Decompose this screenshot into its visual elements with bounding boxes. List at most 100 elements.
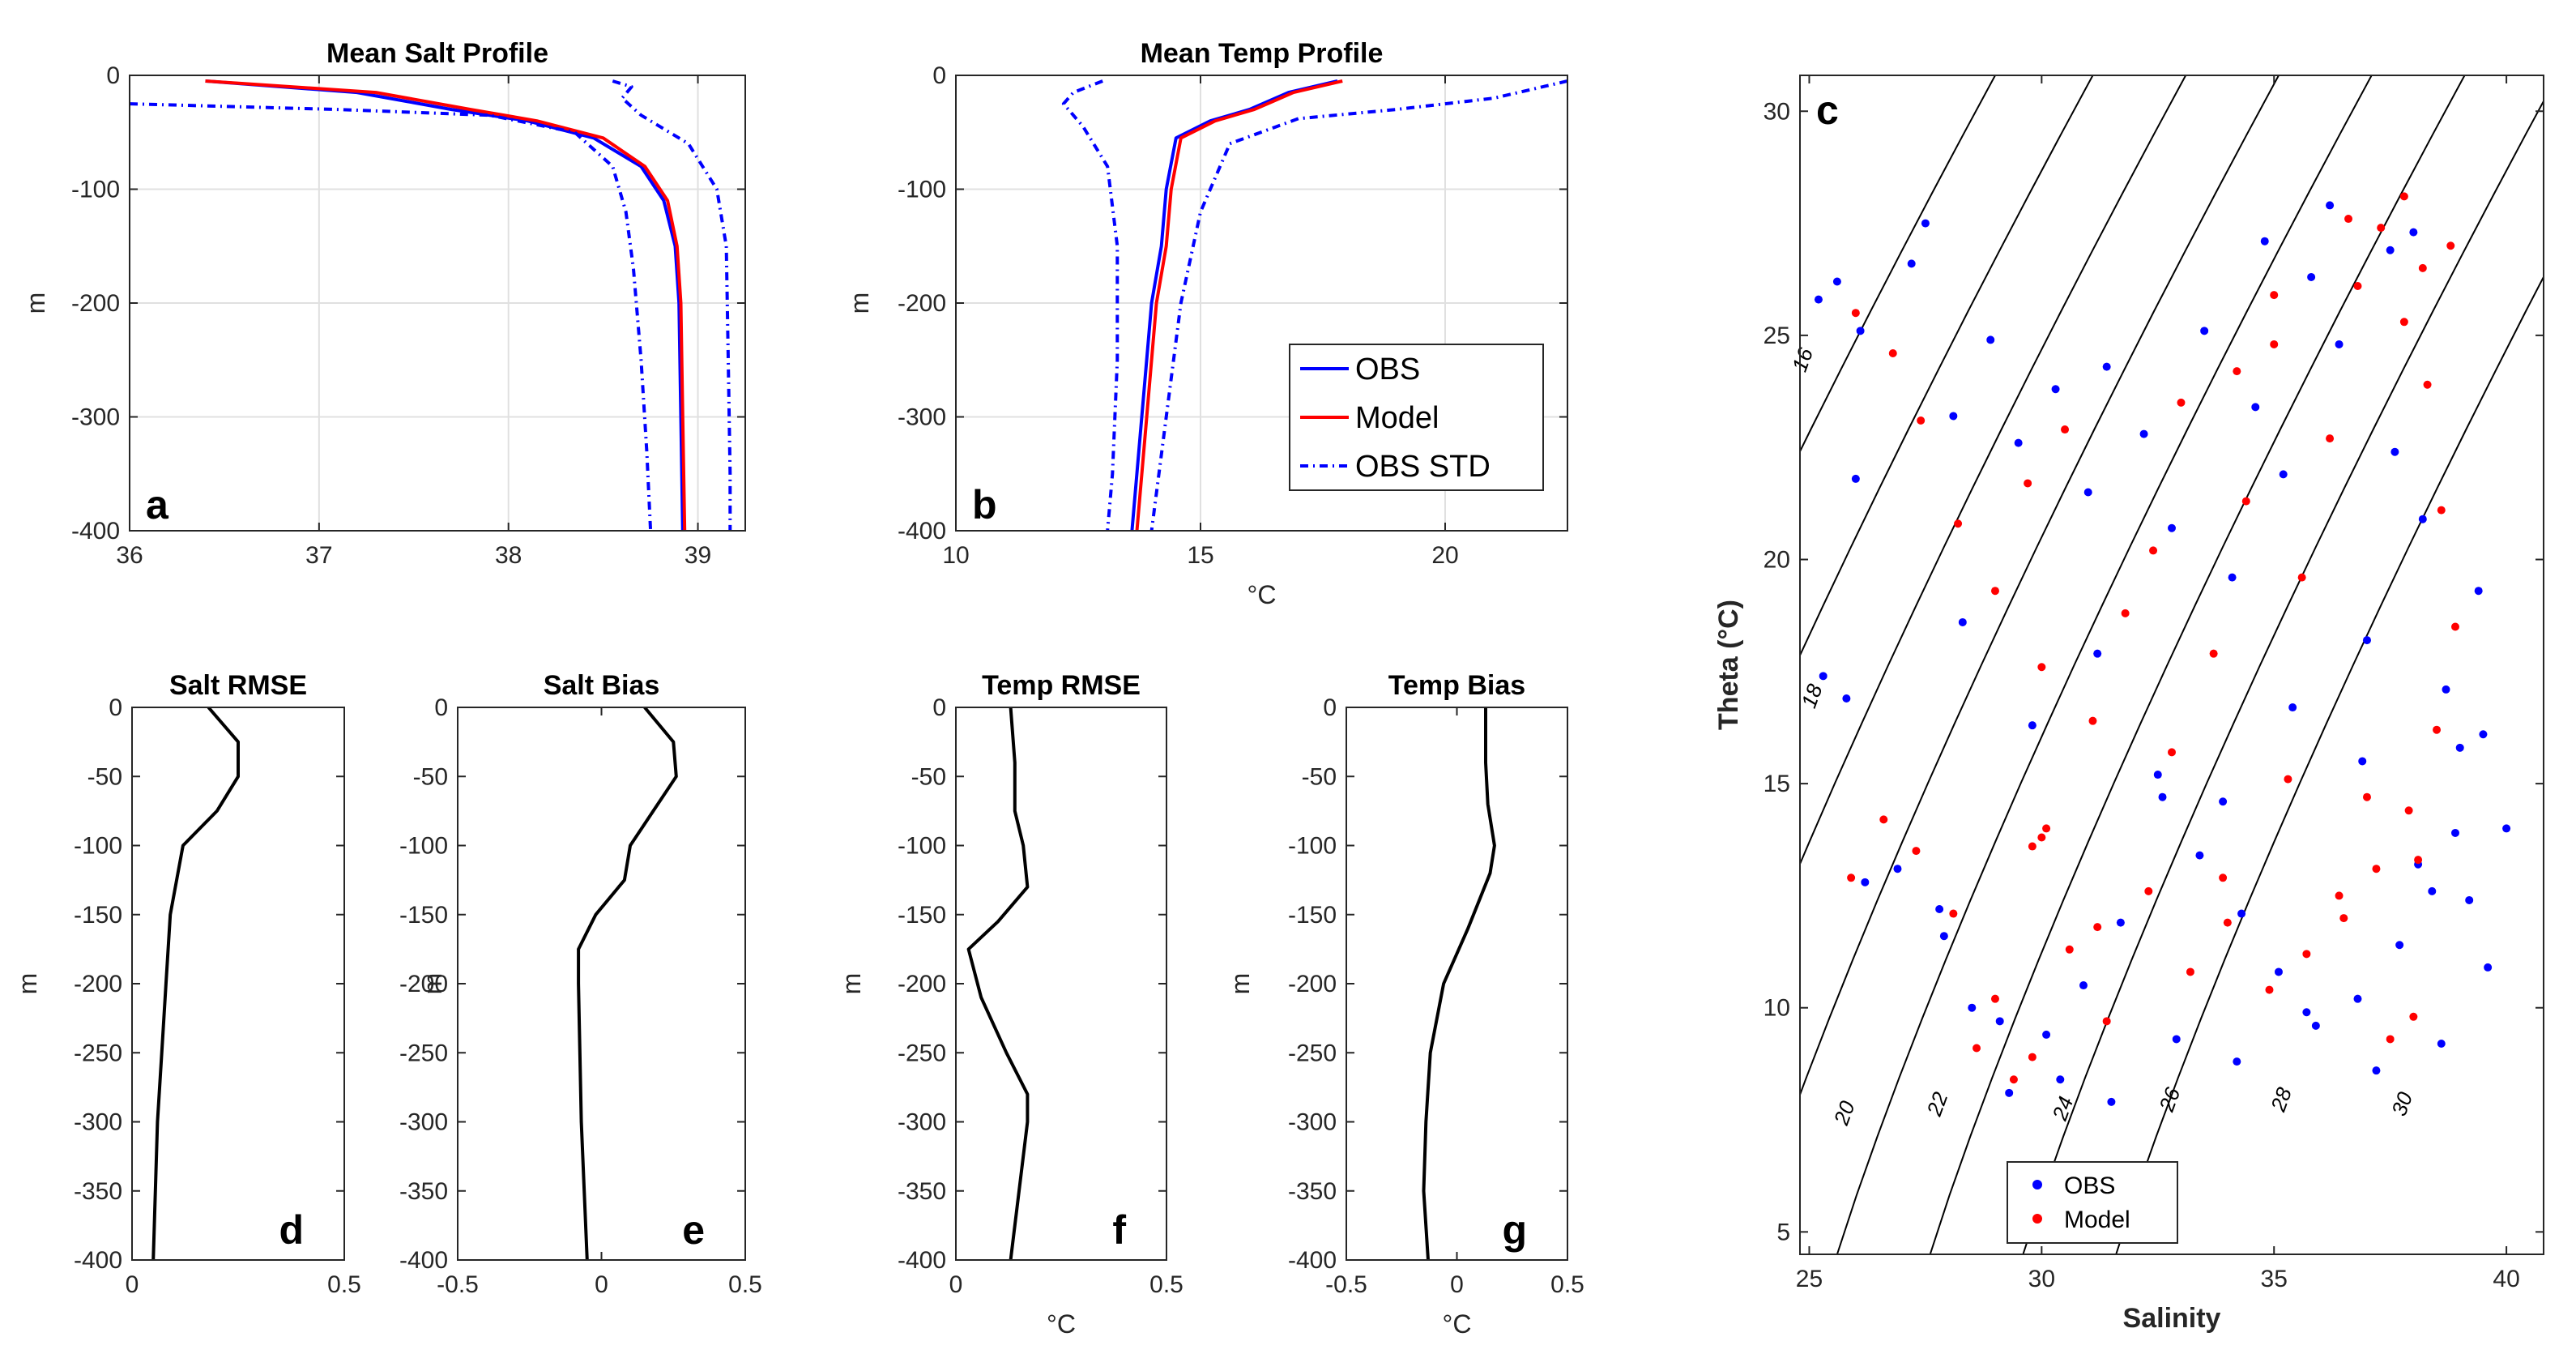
scatter-point [2139,429,2148,438]
scatter-point [2061,425,2070,434]
x-tick-label: 0.5 [1149,1271,1184,1298]
y-tick-label: -150 [1288,902,1337,929]
scatter-point [2339,914,2348,923]
isopycnal-label: 26 [2154,1084,2186,1116]
x-tick-label: 10 [942,542,969,569]
isopycnal-label: 28 [2266,1084,2297,1116]
y-tick-label: -100 [898,833,946,860]
panel-d: 0 0.5 0 -50 -100 -150 -200 -250 -300 -350 -400 Salt… [13,670,361,1298]
y-tick-label: -200 [71,290,120,317]
x-axis-label: °C [1247,580,1277,609]
panel-letter: a [146,482,169,527]
series-group [1061,79,1567,531]
x-tick-label: 0 [595,1271,608,1298]
y-tick-label: 15 [1764,771,1790,797]
scatter-point [2168,748,2176,757]
scatter-point [2186,967,2194,976]
scatter-point [2107,1097,2116,1106]
series-line-obs-std-upper [612,79,732,531]
scatter-point [2414,856,2423,865]
scatter-point [2065,945,2074,954]
scatter-point [2297,573,2306,582]
scatter-point [2102,362,2111,371]
isopycnal-label: 30 [2386,1088,2417,1119]
scatter-point [1949,909,1958,918]
scatter-point [1842,694,1851,703]
panel-title: Salt RMSE [169,670,307,701]
scatter-series-obs [1814,201,2511,1106]
legend: OBS Model OBS STD [1289,344,1544,491]
series-line-temp-rmse [966,707,1030,1260]
y-tick-label: -200 [898,290,946,317]
isopycnal-label: 20 [1828,1097,1860,1129]
scatter-point [1935,905,1944,914]
panel-a: 36 37 38 39 0 -100 -200 -300 -400 Mean Salt Profi… [21,38,746,569]
scatter-point [2014,438,2023,447]
y-tick-label: -350 [1288,1178,1337,1205]
scatter-point [1814,295,1823,304]
y-tick-label: -100 [1288,833,1337,860]
x-tick-label: -0.5 [1325,1271,1367,1298]
panel-title: Temp RMSE [982,670,1141,701]
panel-letter: d [279,1207,304,1253]
scatter-point [2404,806,2413,815]
scatter-point [2056,1075,2065,1084]
scatter-point [2265,985,2274,994]
scatter-point [2083,488,2092,497]
scatter-point [1851,309,1860,318]
scatter-point [2418,263,2427,272]
y-tick-label: -100 [399,833,448,860]
scatter-point [1973,1044,1981,1053]
series-group [577,707,678,1260]
scatter-point [2200,327,2209,335]
scatter-point [2051,385,2060,394]
panel-f: 0 0.5 0 -50 -100 -150 -200 -250 -300 -350 -400 Temp… [837,670,1184,1339]
isopycnal-line [1800,75,2280,1097]
scatter-point [2409,228,2418,237]
scatter-point [2009,1075,2018,1084]
y-tick-label: 20 [1764,546,1790,573]
series-line-obs-std [130,102,653,531]
scatter-point [2233,1057,2241,1066]
scatter-point [1990,587,1999,596]
scatter-point [2219,873,2228,882]
x-tick-label: 35 [2261,1266,2288,1292]
plot-frame [457,707,746,1261]
y-tick-label: -100 [74,833,122,860]
scatter-point [2288,703,2297,712]
scatter-point [2450,622,2459,631]
y-tick-label: -400 [898,518,946,545]
legend-label: OBS STD [1355,450,1491,484]
scatter-point [2195,851,2204,860]
y-tick-label: -400 [399,1247,448,1274]
y-tick-label: -300 [71,404,120,431]
scatter-point [2251,403,2260,412]
scatter-point [2395,941,2404,950]
scatter-point [2037,663,2046,672]
x-tick-label: 20 [1431,542,1458,569]
scatter-point [2274,967,2283,976]
scatter-point [2284,775,2292,784]
scatter-point [1949,412,1958,421]
scatter-point [1995,1017,2004,1026]
x-tick-label: 0.5 [1550,1271,1584,1298]
y-tick-label: 25 [1764,322,1790,349]
scatter-point [2307,272,2316,281]
panel-letter: e [682,1207,705,1253]
y-tick-label: -400 [1288,1247,1337,1274]
scatter-point [2153,771,2162,779]
scatter-point [2335,891,2344,900]
y-tick-label: -350 [399,1178,448,1205]
scatter-point [2233,367,2241,376]
scatter-point [2442,685,2450,694]
panel-letter: g [1502,1207,1527,1253]
scatter-point [1907,259,1916,268]
panel-g: -0.5 0 0.5 0 -50 -100 -150 -200 -250 -300 -350 -400… [1226,670,1584,1339]
scatter-point [2042,1030,2051,1039]
y-tick-label: 0 [109,694,122,721]
legend-label: Model [1355,401,1439,435]
panel-letter: c [1816,88,1839,133]
scatter-point [2241,497,2250,506]
scatter-point [2177,398,2186,407]
y-tick-label: -200 [1288,971,1337,997]
